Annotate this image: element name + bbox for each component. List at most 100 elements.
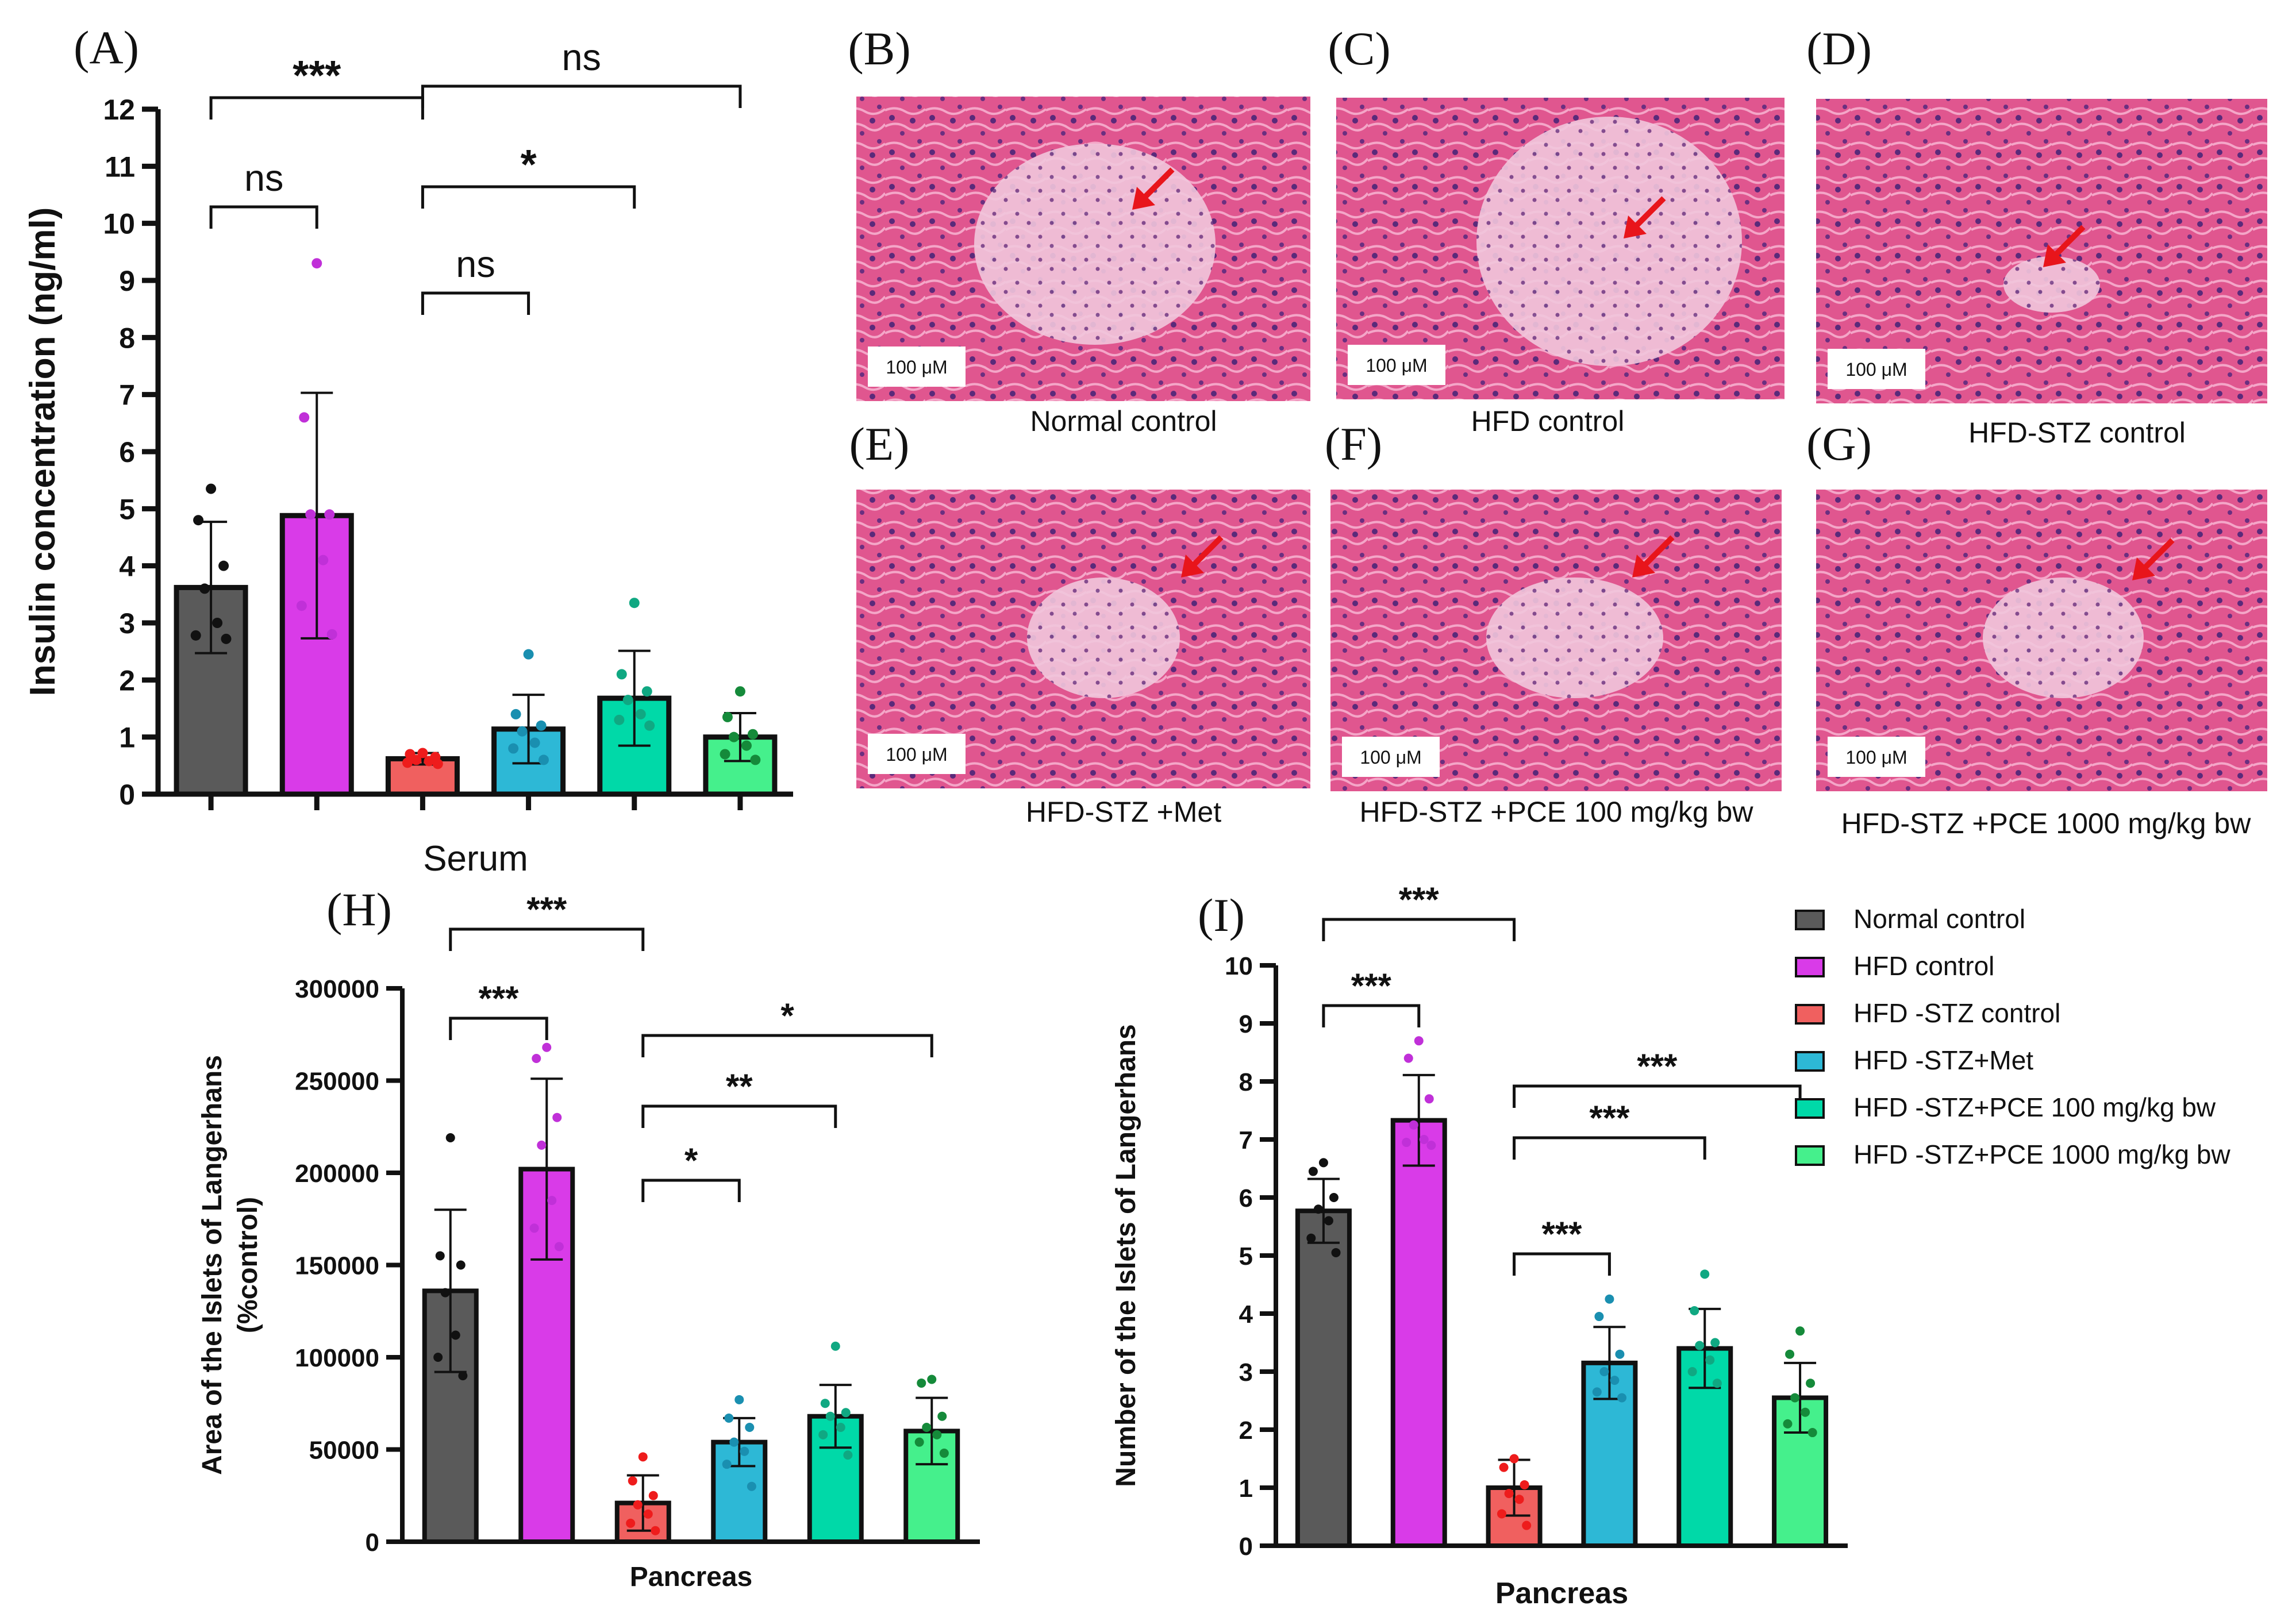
legend-label: Normal control [1853, 904, 2025, 934]
data-point [628, 1476, 637, 1486]
significance-label: ns [456, 243, 495, 285]
y-tick-label: 50000 [309, 1436, 379, 1464]
data-point [1712, 1379, 1722, 1388]
micrograph-d: (D) 100 μM HFD-STZ control [1806, 22, 2267, 449]
y-tick-label: 0 [366, 1529, 379, 1557]
data-point [638, 1452, 648, 1462]
data-point [542, 1042, 552, 1052]
panel-label: (H) [326, 883, 392, 935]
data-point [305, 509, 316, 520]
data-point [643, 1509, 653, 1519]
y-tick-label: 300000 [295, 975, 379, 1003]
panel-h-islet-area-chart: (H) 0 50000 100000 150000 200000 250000 300000 A… [197, 883, 980, 1592]
data-point [532, 1053, 541, 1063]
panel-label: (A) [74, 21, 139, 74]
significance-label: ns [561, 36, 601, 78]
y-tick-label: 10 [1225, 952, 1253, 980]
data-point [458, 1371, 468, 1381]
y-tick-label: 12 [103, 94, 135, 126]
significance-bracket [1322, 1004, 1421, 1027]
data-point [1615, 1349, 1625, 1359]
scale-label: 100 μM [1360, 747, 1421, 768]
data-point [641, 686, 652, 697]
significance-bracket [421, 291, 530, 315]
data-point [1522, 1520, 1532, 1530]
y-tick-label: 8 [119, 322, 135, 354]
data-point [722, 711, 733, 722]
y-tick-label: 0 [1239, 1533, 1253, 1561]
data-point [741, 740, 752, 751]
data-point [411, 754, 422, 765]
scale-label: 100 μM [1366, 355, 1427, 376]
data-point [1308, 1166, 1318, 1176]
data-point [1605, 1294, 1614, 1304]
significance-label: ns [244, 157, 283, 199]
data-point [1520, 1480, 1529, 1489]
data-point [206, 483, 217, 494]
legend-label: HFD -STZ+PCE 1000 mg/kg bw [1853, 1139, 2230, 1169]
bar-1 [1295, 1208, 1352, 1548]
data-point [529, 1223, 539, 1233]
data-point [199, 583, 210, 594]
significance-bracket [1322, 918, 1516, 941]
data-point [547, 1196, 557, 1206]
data-point [830, 1341, 840, 1351]
data-point [536, 720, 547, 731]
significance-bracket [1513, 1252, 1611, 1276]
y-axis-title: Number of the Islets of Langerhans [1111, 1024, 1141, 1487]
significance-label: *** [526, 890, 567, 929]
micrograph-g: (G) 100 μM HFD-STZ +PCE 1000 mg/kg bw [1806, 418, 2267, 840]
data-point [1313, 1204, 1323, 1214]
y-tick-label: 2 [1239, 1416, 1253, 1445]
bar-1 [422, 1288, 479, 1544]
y-axis-title-line2: (%control) [233, 1197, 263, 1333]
red-arrow-icon [2049, 225, 2086, 261]
data-point [1807, 1428, 1817, 1438]
data-point [1806, 1379, 1816, 1388]
panel-label: (C) [1328, 22, 1390, 75]
red-arrow-icon [2139, 538, 2175, 574]
x-axis-title: Pancreas [630, 1562, 753, 1592]
data-point [311, 258, 322, 269]
data-point [932, 1430, 942, 1439]
data-point [1414, 1036, 1424, 1046]
y-tick-label: 250000 [295, 1067, 379, 1095]
data-point [552, 1112, 562, 1122]
scale-box [868, 734, 966, 774]
significance-bracket [209, 96, 424, 120]
red-arrow-head-icon [1624, 215, 1647, 238]
data-point [1785, 1349, 1795, 1359]
data-point [1790, 1393, 1800, 1403]
micrograph-caption: HFD-STZ +PCE 1000 mg/kg bw [1841, 807, 2252, 840]
legend-swatch [1795, 910, 1825, 930]
y-tick-label: 7 [119, 379, 135, 411]
micrograph-grid: (B) 100 μM Normal control (C) 100 μM HFD cont… [848, 22, 2267, 840]
data-point [296, 600, 307, 611]
data-point [538, 754, 549, 765]
data-point [445, 1133, 455, 1143]
data-point [451, 1330, 460, 1340]
data-point [537, 1140, 547, 1150]
y-tick-label: 2 [119, 664, 135, 696]
data-point [1617, 1393, 1627, 1403]
data-point [734, 1395, 744, 1404]
data-point [1700, 1269, 1710, 1279]
data-point [326, 629, 337, 640]
y-tick-label: 3 [1239, 1358, 1253, 1387]
data-point [1795, 1326, 1805, 1336]
data-point [841, 1408, 851, 1418]
data-point [747, 1481, 756, 1491]
data-point [433, 1353, 443, 1362]
micrograph-b: (B) 100 μM Normal control [848, 22, 1310, 437]
data-point [644, 720, 655, 731]
legend-label: HFD -STZ control [1853, 998, 2060, 1028]
panel-label: (E) [849, 418, 910, 470]
red-arrow-head-icon [2132, 557, 2155, 580]
red-arrow-head-icon [1132, 187, 1155, 210]
data-point [1318, 1158, 1328, 1168]
legend-label: HFD -STZ+PCE 100 mg/kg bw [1853, 1092, 2216, 1122]
data-point [729, 1437, 739, 1447]
data-point [1801, 1407, 1810, 1417]
data-point [1424, 1094, 1434, 1104]
